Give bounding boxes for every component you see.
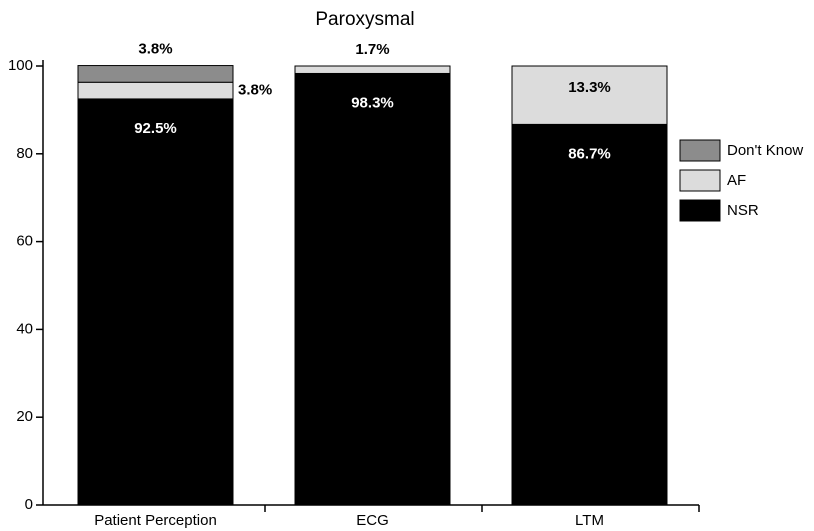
bar-segment (511, 123, 668, 506)
value-label: 92.5% (134, 120, 177, 137)
value-label: 86.7% (568, 145, 611, 162)
x-tick-label: LTM (575, 512, 604, 529)
y-tick-label: 100 (8, 57, 33, 74)
value-label: 98.3% (351, 94, 394, 111)
bar-segment (77, 81, 234, 100)
chart-title: Paroxysmal (315, 9, 414, 30)
legend-swatch (679, 139, 721, 162)
bar-segment (294, 65, 451, 74)
y-tick-label: 40 (16, 320, 33, 337)
value-label: 3.8% (238, 82, 272, 99)
y-tick-label: 20 (16, 408, 33, 425)
value-label: 13.3% (568, 79, 611, 96)
bar-segment (77, 65, 234, 83)
value-label: 1.7% (355, 41, 389, 58)
legend-label: AF (727, 172, 746, 189)
y-tick-label: 60 (16, 233, 33, 250)
bar-segment (77, 98, 234, 506)
legend-label: NSR (727, 202, 759, 219)
legend-swatch (679, 169, 721, 192)
bar-segment (294, 72, 451, 506)
legend-swatch (679, 199, 721, 222)
y-tick-label: 0 (25, 496, 33, 513)
value-label: 3.8% (138, 41, 172, 58)
bar-segment (511, 65, 668, 125)
y-tick-label: 80 (16, 145, 33, 162)
x-tick-label: Patient Perception (94, 512, 217, 529)
legend-label: Don't Know (727, 142, 803, 159)
x-tick-label: ECG (356, 512, 389, 529)
